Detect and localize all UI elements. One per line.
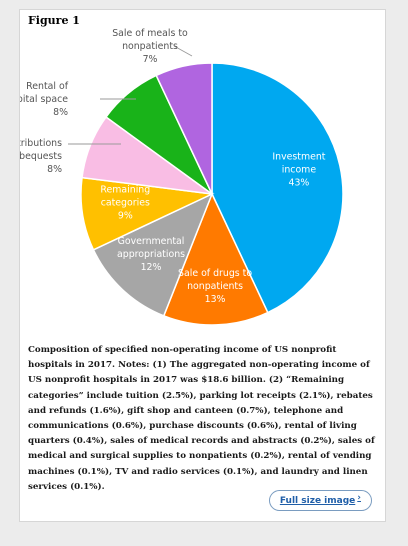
pie-slices: [80, 62, 344, 326]
slice-category-label: Governmental: [118, 236, 185, 247]
figure-card: Figure 1 Investment income 43% Sale of drug…: [19, 9, 386, 522]
pie-chart: Investment income 43% Sale of drugs to nonpa…: [20, 28, 344, 326]
slice-category-label: hospital space: [20, 94, 68, 105]
pie-slice: [92, 192, 214, 317]
slice-category-label: appropriations: [117, 249, 185, 260]
slice-category-label: Remaining: [100, 185, 150, 196]
slice-category-label: Sale of meals to: [112, 28, 188, 39]
slice-value-label: 8%: [53, 107, 68, 118]
slice-value-label: 13%: [205, 294, 226, 305]
pie-slice: [162, 192, 269, 326]
slice-labels: Investment income 43% Sale of drugs to nonpa…: [20, 28, 326, 305]
slice-category-label: Rental of: [26, 81, 69, 92]
figure-caption: Composition of specified non-operating i…: [28, 345, 375, 492]
slice-value-label: 7%: [143, 54, 158, 65]
full-size-image-link[interactable]: Full size image ›: [268, 490, 372, 511]
slice-value-label: 12%: [141, 262, 162, 273]
slice-value-label: 43%: [289, 178, 310, 189]
slice-category-label: income: [282, 165, 317, 176]
slice-category-label: Sale of drugs to: [178, 268, 252, 279]
slice-category-label: categories: [101, 198, 150, 209]
slice-category-label: nonpatients: [187, 281, 243, 292]
figure-label: Figure 1: [28, 14, 80, 27]
slice-category-label: and bequests: [20, 151, 62, 162]
slice-value-label: 8%: [47, 164, 62, 175]
leader-line: [173, 45, 193, 57]
chevron-right-icon: ›: [357, 492, 361, 503]
full-size-image-label: Full size image: [279, 495, 356, 506]
slice-category-label: nonpatients: [122, 41, 178, 52]
slice-value-label: 9%: [118, 211, 133, 222]
pie-slice: [211, 62, 344, 314]
slice-category-label: Contributions: [20, 138, 62, 149]
pie-slice: [155, 62, 213, 195]
leader-lines: [68, 45, 193, 145]
slice-category-label: Investment: [272, 152, 325, 163]
